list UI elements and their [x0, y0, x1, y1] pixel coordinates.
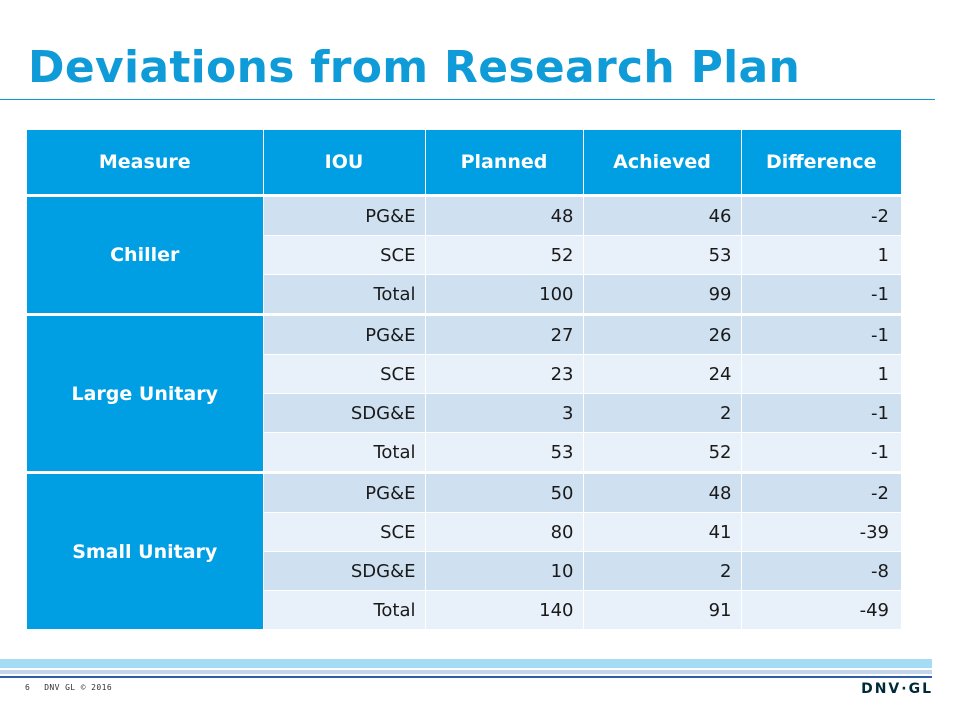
- table-row: SDG&E 3 2 -1: [27, 393, 901, 433]
- planned-cell: 80: [425, 512, 584, 552]
- header-iou: IOU: [263, 130, 426, 196]
- achieved-cell: 2: [583, 551, 742, 591]
- planned-cell: 23: [425, 354, 584, 394]
- header-achieved: Achieved: [583, 130, 742, 196]
- difference-cell: 1: [741, 354, 901, 394]
- table-row: Chiller PG&E 48 46 -2: [27, 194, 901, 315]
- table-row: SDG&E 10 2 -8: [27, 551, 901, 591]
- table-row: SCE 52 53 1: [27, 235, 901, 275]
- achieved-cell: 2: [583, 393, 742, 433]
- planned-cell: 100: [425, 274, 584, 315]
- difference-cell: 1: [741, 235, 901, 275]
- table-row: SCE 23 24 1: [27, 354, 901, 394]
- table-row: Total 140 91 -49: [27, 590, 901, 629]
- slide-title: Deviations from Research Plan: [28, 42, 801, 93]
- planned-cell: 27: [425, 313, 584, 355]
- copyright-text: DNV GL © 2016: [44, 683, 113, 692]
- deviations-table: Measure IOU Planned Achieved Difference …: [27, 130, 901, 629]
- measure-cell-small-unitary: Small Unitary: [27, 471, 264, 629]
- achieved-cell: 41: [583, 512, 742, 552]
- measure-cell-large-unitary: Large Unitary: [27, 313, 264, 473]
- achieved-cell: 24: [583, 354, 742, 394]
- planned-cell: 140: [425, 590, 584, 629]
- achieved-cell: 53: [583, 235, 742, 275]
- table-row: Large Unitary PG&E 27 26 -1: [27, 313, 901, 473]
- iou-cell: Total: [263, 432, 426, 473]
- achieved-cell: 26: [583, 313, 742, 355]
- iou-cell: SCE: [263, 512, 426, 552]
- iou-cell: Total: [263, 590, 426, 629]
- planned-cell: 3: [425, 393, 584, 433]
- planned-cell: 48: [425, 194, 584, 236]
- measure-cell-chiller: Chiller: [27, 194, 264, 315]
- iou-cell: PG&E: [263, 194, 426, 236]
- difference-cell: -2: [741, 194, 901, 236]
- difference-cell: -1: [741, 313, 901, 355]
- table-header-row: Measure IOU Planned Achieved Difference: [27, 130, 901, 196]
- difference-cell: -2: [741, 471, 901, 513]
- footer-band: [0, 659, 932, 668]
- achieved-cell: 52: [583, 432, 742, 473]
- iou-cell: SDG&E: [263, 393, 426, 433]
- header-measure: Measure: [27, 130, 264, 196]
- difference-cell: -49: [741, 590, 901, 629]
- achieved-cell: 46: [583, 194, 742, 236]
- footer-rule: [0, 676, 932, 678]
- iou-cell: PG&E: [263, 313, 426, 355]
- table-row: SCE 80 41 -39: [27, 512, 901, 552]
- planned-cell: 10: [425, 551, 584, 591]
- title-divider: [0, 99, 935, 100]
- iou-cell: SDG&E: [263, 551, 426, 591]
- difference-cell: -1: [741, 393, 901, 433]
- achieved-cell: 99: [583, 274, 742, 315]
- dnv-gl-logo-icon: DNV·GL: [861, 681, 933, 697]
- table-row: Small Unitary PG&E 50 48 -2: [27, 471, 901, 629]
- planned-cell: 53: [425, 432, 584, 473]
- iou-cell: Total: [263, 274, 426, 315]
- difference-cell: -1: [741, 432, 901, 473]
- table-row: Total 100 99 -1: [27, 274, 901, 315]
- iou-cell: PG&E: [263, 471, 426, 513]
- difference-cell: -39: [741, 512, 901, 552]
- footer-band-secondary: [0, 670, 932, 674]
- header-difference: Difference: [741, 130, 901, 196]
- iou-cell: SCE: [263, 235, 426, 275]
- header-planned: Planned: [425, 130, 584, 196]
- achieved-cell: 91: [583, 590, 742, 629]
- footer-text: 6 DNV GL © 2016: [25, 683, 112, 692]
- page-number: 6: [25, 683, 31, 692]
- iou-cell: SCE: [263, 354, 426, 394]
- planned-cell: 50: [425, 471, 584, 513]
- difference-cell: -8: [741, 551, 901, 591]
- achieved-cell: 48: [583, 471, 742, 513]
- table-row: Total 53 52 -1: [27, 432, 901, 473]
- difference-cell: -1: [741, 274, 901, 315]
- planned-cell: 52: [425, 235, 584, 275]
